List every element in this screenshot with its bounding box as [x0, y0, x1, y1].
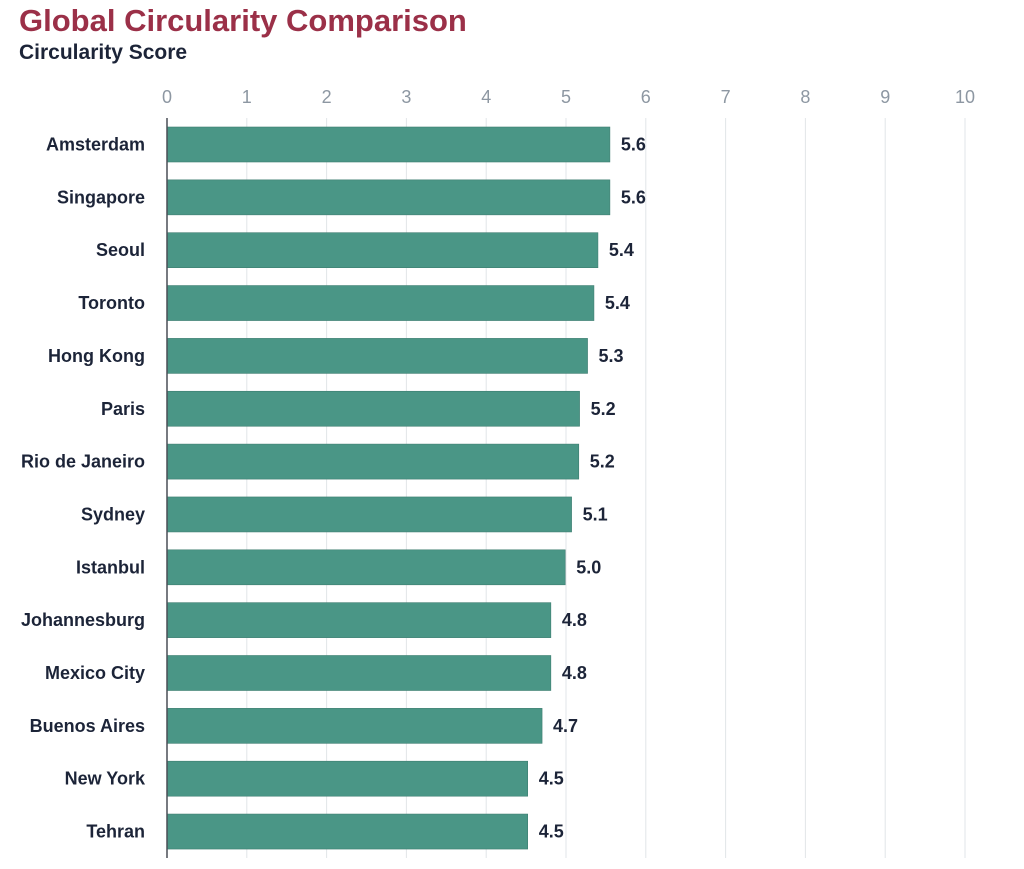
value-label: 4.8: [562, 610, 587, 630]
value-label: 5.2: [591, 399, 616, 419]
value-label: 5.0: [576, 557, 601, 577]
bar: [166, 708, 543, 744]
value-label: 5.4: [605, 293, 630, 313]
bar: [166, 602, 552, 638]
value-label: 4.7: [553, 716, 578, 736]
category-label: Paris: [101, 399, 145, 419]
category-label: Hong Kong: [48, 346, 145, 366]
bar: [166, 496, 572, 533]
category-label: Mexico City: [45, 663, 145, 683]
value-label: 5.6: [621, 187, 646, 207]
bar: [166, 443, 580, 480]
bar: [166, 232, 599, 268]
category-label: Tehran: [86, 822, 145, 842]
x-tick-label: 1: [242, 87, 252, 107]
value-label: 4.8: [562, 663, 587, 683]
value-label: 5.6: [621, 135, 646, 155]
x-tick-label: 6: [641, 87, 651, 107]
value-label: 5.4: [609, 240, 634, 260]
bar: [166, 813, 528, 850]
category-label: Rio de Janeiro: [21, 452, 145, 472]
bar: [166, 760, 528, 797]
category-label: Seoul: [96, 240, 145, 260]
category-label: Singapore: [57, 187, 145, 207]
x-tick-label: 4: [481, 87, 491, 107]
bar: [166, 285, 595, 321]
category-label: Istanbul: [76, 557, 145, 577]
chart-title: Global Circularity Comparison: [19, 3, 467, 38]
x-tick-label: 0: [162, 87, 172, 107]
bar: [166, 126, 611, 163]
value-label: 4.5: [539, 769, 564, 789]
category-label: Sydney: [81, 504, 145, 524]
bar: [166, 179, 611, 216]
x-tick-label: 9: [880, 87, 890, 107]
category-label: Johannesburg: [21, 610, 145, 630]
x-tick-label: 3: [401, 87, 411, 107]
category-label: Toronto: [78, 293, 145, 313]
value-label: 5.3: [599, 346, 624, 366]
bar: [166, 390, 580, 427]
x-tick-label: 10: [955, 87, 975, 107]
x-tick-label: 8: [800, 87, 810, 107]
category-label: Amsterdam: [46, 135, 145, 155]
value-label: 4.5: [539, 822, 564, 842]
value-label: 5.2: [590, 452, 615, 472]
x-tick-label: 7: [721, 87, 731, 107]
category-label: Buenos Aires: [30, 716, 145, 736]
value-label: 5.1: [583, 504, 608, 524]
x-tick-label: 2: [322, 87, 332, 107]
bar: [166, 655, 552, 691]
category-label: New York: [65, 769, 146, 789]
chart-subtitle: Circularity Score: [19, 41, 188, 64]
bar: [166, 338, 588, 374]
bar: [166, 549, 566, 586]
x-tick-label: 5: [561, 87, 571, 107]
